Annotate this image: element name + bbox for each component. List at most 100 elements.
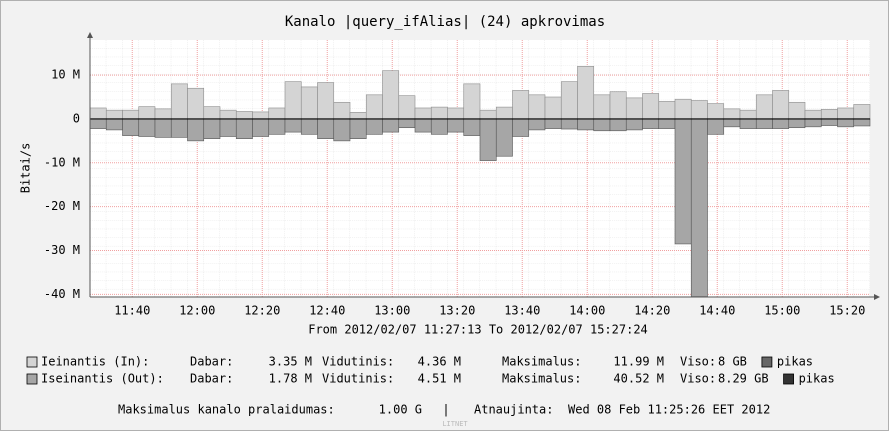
x-tick-label: 11:40 [114, 304, 150, 318]
step-bar [544, 96, 562, 120]
step-bar [252, 111, 270, 120]
step-bar [853, 104, 871, 120]
legend-stat-value: 40.52 M [613, 372, 664, 386]
step-bar [317, 82, 335, 120]
step-bar [609, 118, 627, 132]
y-tick-label: -40 M [44, 287, 80, 301]
step-bar [300, 86, 318, 120]
step-bar [447, 107, 465, 120]
legend-stat-label: Maksimalus: [502, 372, 581, 386]
step-bar [268, 107, 286, 120]
step-bar [349, 112, 367, 120]
step-bar [625, 118, 643, 131]
legend-stat-label: Maksimalus: [502, 355, 581, 369]
step-bar [268, 118, 286, 135]
legend-label: Ieinantis (In): [41, 355, 149, 369]
legend-peak-swatch [761, 356, 773, 368]
y-axis-arrow [87, 32, 93, 38]
step-bar [463, 118, 481, 136]
step-bar [430, 118, 448, 135]
legend-stat-label: Viso: [680, 355, 716, 369]
step-bar [707, 103, 725, 120]
footer-value: Wed 08 Feb 11:25:26 EET 2012 [568, 403, 770, 417]
step-bar [479, 118, 497, 161]
step-bar [804, 109, 822, 120]
step-bar [609, 91, 627, 120]
y-tick-label: -30 M [44, 243, 80, 257]
step-bar [414, 107, 432, 120]
legend-stat-label: Vidutinis: [322, 355, 394, 369]
step-bar [203, 118, 221, 139]
step-bar [122, 118, 140, 136]
step-bar [674, 98, 692, 120]
step-bar [512, 118, 530, 137]
x-tick-label: 13:40 [504, 304, 540, 318]
step-bar [642, 118, 660, 129]
step-bar [235, 118, 253, 139]
legend-stat-value: 3.35 M [269, 355, 312, 369]
step-bar [89, 107, 107, 120]
step-bar [105, 118, 123, 131]
x-tick-label: 12:40 [309, 304, 345, 318]
step-bar [89, 118, 107, 129]
legend-stat-label: Viso: [680, 372, 716, 386]
footer-separator: | [442, 403, 449, 417]
legend-stat-value: 8 GB [718, 355, 747, 369]
y-tick-label: 0 [73, 111, 80, 125]
step-bar [853, 118, 871, 127]
step-bar [788, 118, 806, 129]
step-bar [284, 118, 302, 133]
step-bar [333, 118, 351, 142]
chart-title: Kanalo |query_ifAlias| (24) apkrovimas [285, 14, 605, 30]
step-bar [252, 118, 270, 137]
step-bar [690, 100, 708, 120]
step-bar [512, 90, 530, 120]
step-bar [105, 109, 123, 120]
minor-grid [90, 40, 870, 297]
step-bar [398, 118, 416, 129]
step-bar [382, 70, 400, 120]
step-bar [837, 118, 855, 128]
legend-stat-value: 1.78 M [269, 372, 312, 386]
step-bar [804, 118, 822, 128]
step-bar [187, 87, 205, 120]
footer-label: Atnaujinta: [474, 403, 553, 417]
step-bar [235, 111, 253, 120]
y-tick-label: -20 M [44, 199, 80, 213]
y-tick-label: -10 M [44, 155, 80, 169]
step-bar [219, 109, 237, 120]
step-bar [138, 106, 156, 120]
step-bar [674, 118, 692, 245]
x-tick-label: 14:20 [634, 304, 670, 318]
legend-peak-label: pikas [777, 355, 813, 369]
step-bar [625, 97, 643, 120]
x-axis-label: From 2012/02/07 11:27:13 To 2012/02/07 1… [308, 323, 648, 337]
step-bar [723, 118, 741, 128]
step-bar [300, 118, 318, 135]
legend-peak-swatch [783, 373, 794, 385]
step-bar [479, 109, 497, 120]
legend-stat-value: 4.51 M [418, 372, 461, 386]
y-axis-label: Bitai/s [19, 143, 33, 194]
step-bar [739, 118, 757, 129]
legend-peak-label: pikas [799, 372, 835, 386]
step-bar [528, 94, 546, 120]
y-tick-label: 10 M [51, 68, 80, 82]
legend-stat-value: 11.99 M [613, 355, 664, 369]
step-bar [772, 90, 790, 120]
step-bar [284, 81, 302, 120]
step-bar [837, 107, 855, 120]
step-bar [138, 118, 156, 137]
legend-stat-label: Vidutinis: [322, 372, 394, 386]
step-bar [463, 83, 481, 120]
x-tick-label: 15:00 [764, 304, 800, 318]
step-bar [528, 118, 546, 131]
step-bar [365, 118, 383, 135]
x-tick-label: 13:00 [374, 304, 410, 318]
x-tick-label: 14:00 [569, 304, 605, 318]
step-bar [772, 118, 790, 129]
x-tick-label: 15:20 [829, 304, 865, 318]
step-bar [219, 118, 237, 137]
x-tick-label: 12:20 [244, 304, 280, 318]
